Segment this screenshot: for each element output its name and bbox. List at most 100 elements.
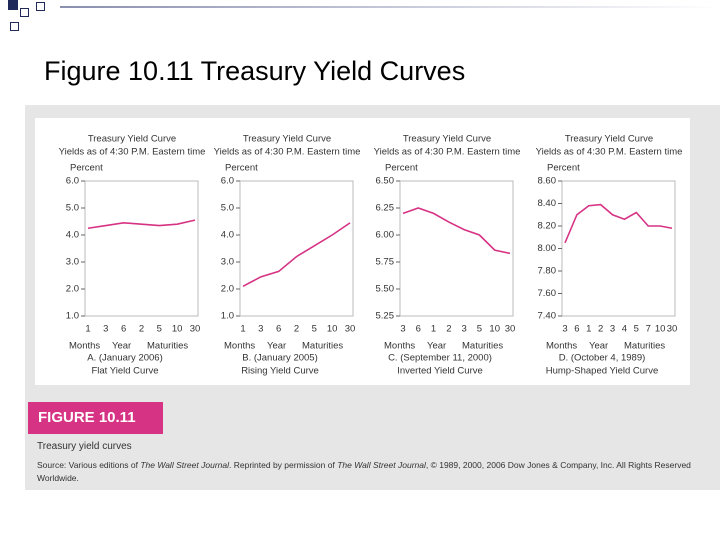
y-tick-label: 1.0 bbox=[66, 311, 79, 322]
y-tick-label: 6.25 bbox=[376, 203, 395, 214]
x-axis-label: Year bbox=[427, 341, 446, 352]
x-tick-label: 5 bbox=[312, 324, 317, 335]
y-tick-label: 2.0 bbox=[66, 284, 79, 295]
y-tick-label: 7.80 bbox=[538, 266, 557, 277]
figure-caption: Treasury yield curves bbox=[37, 441, 132, 452]
chart-title: Treasury Yield Curve bbox=[88, 134, 176, 145]
yield-line bbox=[242, 222, 351, 288]
x-tick-label: 30 bbox=[505, 324, 516, 335]
curve-name: Hump-Shaped Yield Curve bbox=[546, 366, 658, 377]
x-tick-label: 2 bbox=[139, 324, 144, 335]
x-axis-label: Months bbox=[69, 341, 100, 352]
y-tick-label: 4.0 bbox=[221, 230, 234, 241]
x-tick-label: 3 bbox=[103, 324, 108, 335]
y-tick-label: 7.40 bbox=[538, 311, 557, 322]
y-tick-label: 5.75 bbox=[376, 257, 395, 268]
x-tick-label: 3 bbox=[400, 324, 405, 335]
chart-title: Treasury Yield Curve bbox=[403, 134, 491, 145]
figure-label: FIGURE 10.11 bbox=[28, 402, 163, 434]
x-axis-label: Year bbox=[267, 341, 286, 352]
x-axis-label: Maturities bbox=[147, 341, 188, 352]
chart-subtitle: Yields as of 4:30 P.M. Eastern time bbox=[214, 147, 361, 158]
plot-frame bbox=[239, 180, 354, 317]
x-tick-label: 6 bbox=[121, 324, 126, 335]
y-tick-label: 6.00 bbox=[376, 230, 395, 241]
source-part: Source: Various editions of bbox=[37, 460, 141, 470]
x-tick-label: 5 bbox=[477, 324, 482, 335]
x-tick-label: 2 bbox=[598, 324, 603, 335]
yield-line bbox=[402, 207, 511, 255]
chart-subtitle: Yields as of 4:30 P.M. Eastern time bbox=[59, 147, 206, 158]
y-tick-label: 5.0 bbox=[66, 203, 79, 214]
y-tick-label: 5.0 bbox=[221, 203, 234, 214]
x-tick-label: 30 bbox=[190, 324, 201, 335]
y-tick-label: 1.0 bbox=[221, 311, 234, 322]
plot-frame bbox=[399, 180, 514, 317]
chart-subtitle: Yields as of 4:30 P.M. Eastern time bbox=[374, 147, 521, 158]
x-axis-label: Maturities bbox=[624, 341, 665, 352]
x-tick-label: 1 bbox=[85, 324, 90, 335]
x-axis-label: Year bbox=[112, 341, 131, 352]
x-tick-label: 6 bbox=[276, 324, 281, 335]
source-part: The Wall Street Journal bbox=[337, 460, 426, 470]
yield-line bbox=[87, 219, 196, 230]
x-tick-label: 10 bbox=[327, 324, 338, 335]
curve-name: Rising Yield Curve bbox=[241, 366, 319, 377]
chart-title: Treasury Yield Curve bbox=[565, 134, 653, 145]
chart-subtitle: Yields as of 4:30 P.M. Eastern time bbox=[536, 147, 683, 158]
figure-source: Source: Various editions of The Wall Str… bbox=[37, 459, 715, 485]
x-tick-label: 10 bbox=[655, 324, 666, 335]
x-tick-label: 5 bbox=[157, 324, 162, 335]
x-tick-label: 3 bbox=[258, 324, 263, 335]
x-tick-label: 3 bbox=[562, 324, 567, 335]
y-tick-label: 6.0 bbox=[66, 176, 79, 187]
y-tick-label: 8.20 bbox=[538, 221, 557, 232]
chart-panel bbox=[35, 118, 690, 385]
chart-date: A. (January 2006) bbox=[87, 353, 163, 364]
y-tick-label: 8.60 bbox=[538, 176, 557, 187]
y-tick-label: 6.50 bbox=[376, 176, 395, 187]
x-tick-label: 1 bbox=[431, 324, 436, 335]
y-tick-label: 2.0 bbox=[221, 284, 234, 295]
chart-title: Treasury Yield Curve bbox=[243, 134, 331, 145]
y-axis-label: Percent bbox=[70, 163, 103, 174]
y-axis-label: Percent bbox=[385, 163, 418, 174]
x-tick-label: 3 bbox=[461, 324, 466, 335]
chart-date: D. (October 4, 1989) bbox=[559, 353, 646, 364]
yield-line bbox=[564, 203, 673, 244]
x-tick-label: 2 bbox=[446, 324, 451, 335]
x-axis-label: Year bbox=[589, 341, 608, 352]
plot-frame bbox=[84, 180, 199, 317]
y-tick-label: 3.0 bbox=[221, 257, 234, 268]
y-tick-label: 7.60 bbox=[538, 288, 557, 299]
x-tick-label: 3 bbox=[610, 324, 615, 335]
x-tick-label: 5 bbox=[634, 324, 639, 335]
y-tick-label: 3.0 bbox=[66, 257, 79, 268]
x-axis-label: Maturities bbox=[302, 341, 343, 352]
y-tick-label: 8.00 bbox=[538, 243, 557, 254]
source-part: . Reprinted by permission of bbox=[229, 460, 338, 470]
y-tick-label: 6.0 bbox=[221, 176, 234, 187]
x-tick-label: 10 bbox=[172, 324, 183, 335]
decoration bbox=[0, 0, 720, 40]
x-tick-label: 4 bbox=[622, 324, 627, 335]
x-axis-label: Months bbox=[384, 341, 415, 352]
x-axis-label: Maturities bbox=[462, 341, 503, 352]
y-tick-label: 5.50 bbox=[376, 284, 395, 295]
chart-date: C. (September 11, 2000) bbox=[388, 353, 492, 364]
curve-name: Flat Yield Curve bbox=[91, 366, 158, 377]
curve-name: Inverted Yield Curve bbox=[397, 366, 483, 377]
x-tick-label: 7 bbox=[646, 324, 651, 335]
y-axis-label: Percent bbox=[225, 163, 258, 174]
x-tick-label: 6 bbox=[574, 324, 579, 335]
x-tick-label: 30 bbox=[667, 324, 678, 335]
x-tick-label: 6 bbox=[416, 324, 421, 335]
x-tick-label: 1 bbox=[586, 324, 591, 335]
slide-title: Figure 10.11 Treasury Yield Curves bbox=[44, 56, 466, 86]
x-axis-label: Months bbox=[546, 341, 577, 352]
y-tick-label: 5.25 bbox=[376, 311, 395, 322]
x-tick-label: 2 bbox=[294, 324, 299, 335]
x-axis-label: Months bbox=[224, 341, 255, 352]
source-part: , © 1989, 2000, 2006 Dow Jones & Company… bbox=[37, 460, 691, 483]
